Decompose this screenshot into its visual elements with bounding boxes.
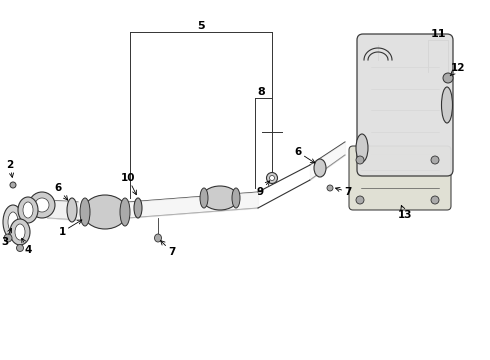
FancyBboxPatch shape: [357, 34, 453, 176]
Text: 9: 9: [256, 181, 270, 197]
Ellipse shape: [270, 176, 274, 180]
Text: 11: 11: [430, 29, 446, 39]
Ellipse shape: [327, 185, 333, 191]
Text: 6: 6: [294, 147, 315, 163]
Text: 2: 2: [6, 160, 14, 177]
Ellipse shape: [356, 196, 364, 204]
Text: 13: 13: [398, 206, 412, 220]
Ellipse shape: [18, 197, 38, 223]
Text: 7: 7: [336, 187, 352, 197]
Ellipse shape: [15, 224, 25, 240]
Ellipse shape: [202, 186, 238, 210]
Ellipse shape: [356, 134, 368, 162]
Ellipse shape: [80, 198, 90, 226]
Ellipse shape: [232, 188, 240, 208]
Ellipse shape: [134, 198, 142, 218]
Ellipse shape: [17, 244, 24, 252]
Ellipse shape: [441, 87, 452, 123]
Text: 7: 7: [161, 240, 176, 257]
Text: 5: 5: [197, 21, 205, 31]
Ellipse shape: [10, 182, 16, 188]
Ellipse shape: [10, 219, 30, 245]
Ellipse shape: [356, 156, 364, 164]
Text: 8: 8: [258, 87, 266, 97]
Ellipse shape: [154, 234, 162, 242]
Text: 3: 3: [1, 228, 12, 247]
Ellipse shape: [314, 159, 326, 177]
Ellipse shape: [29, 192, 55, 218]
Text: 10: 10: [121, 173, 136, 195]
Ellipse shape: [83, 195, 127, 229]
Ellipse shape: [443, 73, 453, 83]
Ellipse shape: [67, 198, 77, 222]
Ellipse shape: [431, 196, 439, 204]
Ellipse shape: [8, 212, 18, 232]
Ellipse shape: [431, 156, 439, 164]
Ellipse shape: [4, 234, 12, 242]
Ellipse shape: [120, 198, 130, 226]
Ellipse shape: [35, 198, 49, 212]
Ellipse shape: [200, 188, 208, 208]
FancyBboxPatch shape: [349, 146, 451, 210]
Ellipse shape: [23, 202, 33, 218]
Text: 6: 6: [54, 183, 68, 200]
Text: 1: 1: [58, 220, 82, 237]
Text: 4: 4: [22, 238, 32, 255]
Ellipse shape: [267, 172, 277, 184]
Text: 12: 12: [450, 63, 465, 76]
Ellipse shape: [3, 205, 23, 239]
